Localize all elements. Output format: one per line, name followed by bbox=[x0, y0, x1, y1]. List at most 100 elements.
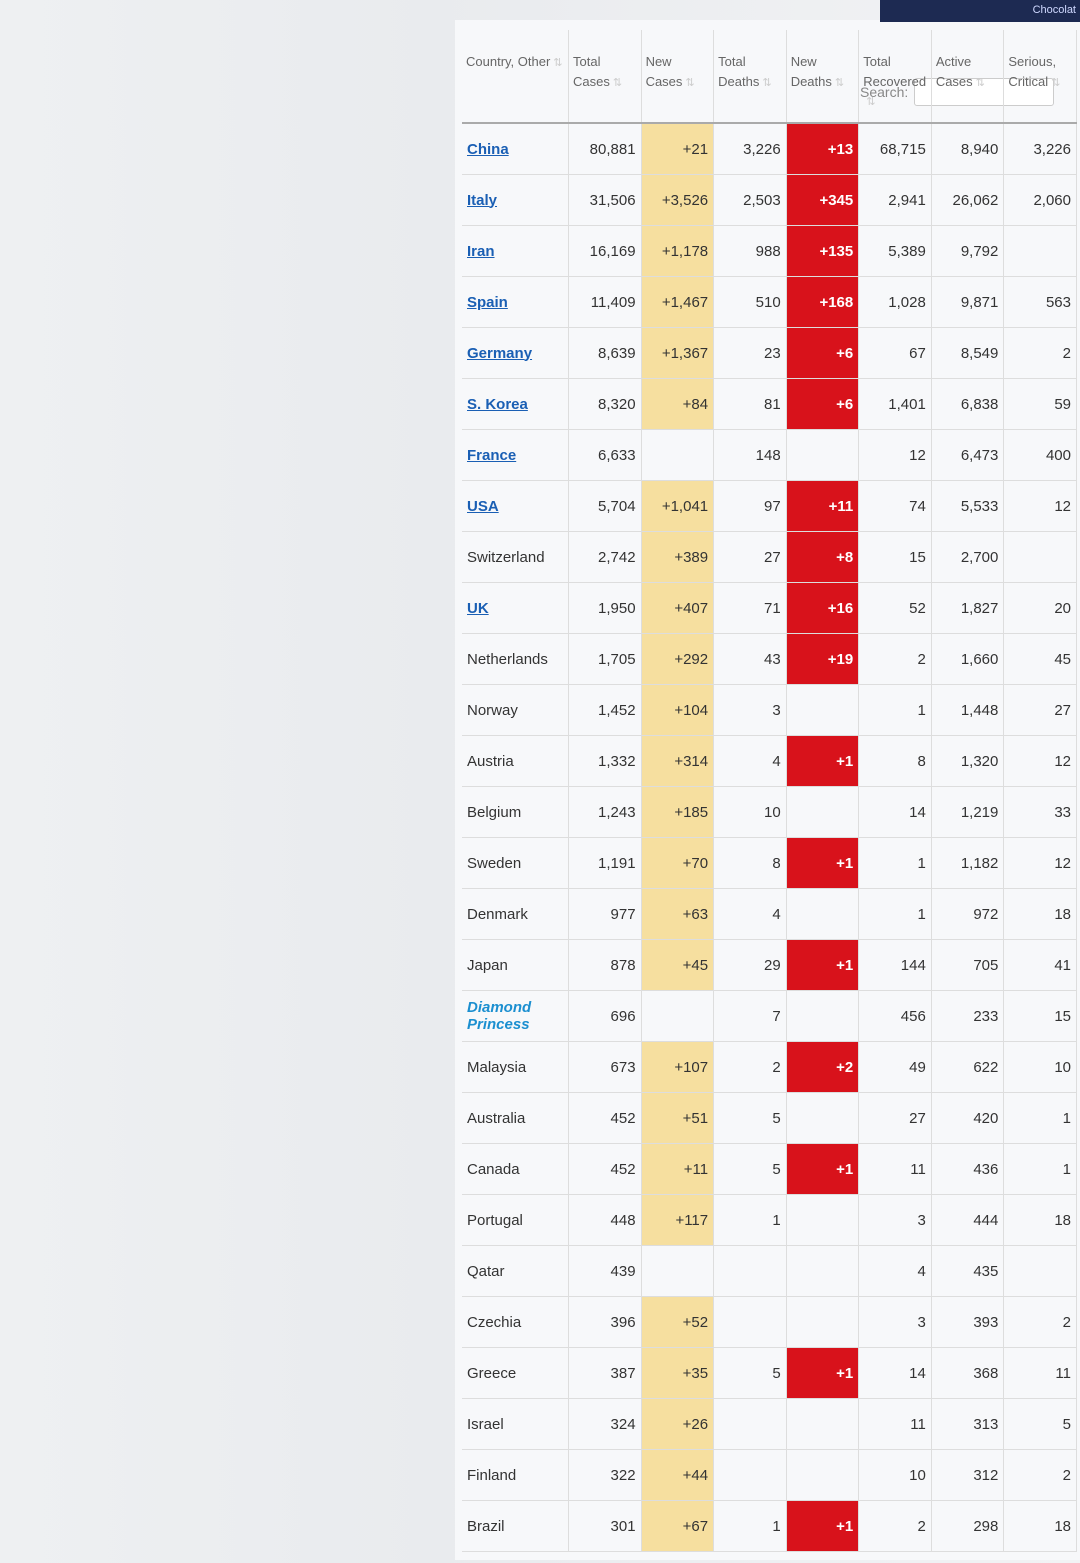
country-link[interactable]: S. Korea bbox=[467, 395, 528, 413]
cell-total-cases: 5,704 bbox=[568, 480, 642, 532]
cell-serious-critical: 11 bbox=[1003, 1347, 1077, 1399]
cell-active-cases: 368 bbox=[931, 1347, 1005, 1399]
country-link[interactable]: Diamond Princess bbox=[467, 999, 532, 1033]
column-header-country[interactable]: Country, Other ⇅ bbox=[462, 30, 569, 124]
table-row: Iran 16,169 +1,178 988 +135 5,389 9,792 bbox=[462, 225, 1077, 277]
country-link[interactable]: Iran bbox=[467, 242, 495, 260]
cell-new-cases: +3,526 bbox=[641, 174, 715, 226]
country-name: Denmark bbox=[467, 905, 528, 923]
column-header-new-cases[interactable]: New Cases ⇅ bbox=[641, 30, 715, 124]
cell-total-deaths: 5 bbox=[713, 1347, 787, 1399]
country-link[interactable]: Italy bbox=[467, 191, 498, 209]
cell-new-cases: +117 bbox=[641, 1194, 715, 1246]
table-row: USA 5,704 +1,041 97 +11 74 5,533 12 bbox=[462, 480, 1077, 532]
cell-active-cases: 1,182 bbox=[931, 837, 1005, 889]
cell-total-recovered: 11 bbox=[858, 1398, 932, 1450]
cell-serious-critical: 12 bbox=[1003, 480, 1077, 532]
sort-icon[interactable]: ⇅ bbox=[685, 76, 695, 89]
cell-active-cases: 8,940 bbox=[931, 123, 1005, 175]
column-header-label: Active Cases bbox=[935, 54, 973, 89]
cell-serious-critical: 18 bbox=[1003, 888, 1077, 940]
table-row: Czechia 396 +52 3 393 2 bbox=[462, 1296, 1077, 1348]
column-header-label: Total Deaths bbox=[718, 54, 760, 89]
column-header-label: Total Recovered bbox=[863, 54, 927, 89]
cell-new-cases: +11 bbox=[641, 1143, 715, 1195]
cell-country: UK bbox=[462, 582, 569, 634]
cell-total-recovered: 2 bbox=[858, 633, 932, 685]
cell-new-cases: +1,041 bbox=[641, 480, 715, 532]
country-link[interactable]: China bbox=[467, 140, 509, 158]
column-header-total-cases[interactable]: Total Cases ⇅ bbox=[568, 30, 642, 124]
cell-active-cases: 435 bbox=[931, 1245, 1005, 1297]
cell-new-deaths: +1 bbox=[786, 939, 860, 991]
cell-country: Diamond Princess bbox=[462, 990, 569, 1042]
cell-new-deaths bbox=[786, 1092, 860, 1144]
cell-active-cases: 972 bbox=[931, 888, 1005, 940]
country-name: Sweden bbox=[467, 854, 522, 872]
country-link[interactable]: USA bbox=[467, 497, 499, 515]
cell-serious-critical: 2 bbox=[1003, 1296, 1077, 1348]
cell-active-cases: 393 bbox=[931, 1296, 1005, 1348]
cell-new-deaths bbox=[786, 1245, 860, 1297]
cell-country: Germany bbox=[462, 327, 569, 379]
cell-country: Japan bbox=[462, 939, 569, 991]
cell-new-deaths: +6 bbox=[786, 378, 860, 430]
sort-icon[interactable]: ⇅ bbox=[834, 76, 845, 89]
cell-total-deaths: 5 bbox=[713, 1143, 787, 1195]
cell-active-cases: 9,792 bbox=[931, 225, 1005, 277]
cell-total-recovered: 10 bbox=[858, 1449, 932, 1501]
table-row: France 6,633 148 12 6,473 400 bbox=[462, 429, 1077, 481]
cell-serious-critical: 18 bbox=[1003, 1194, 1077, 1246]
sort-icon[interactable]: ⇅ bbox=[612, 76, 623, 89]
table-row: Austria 1,332 +314 4 +1 8 1,320 12 bbox=[462, 735, 1077, 787]
column-header-total-recovered[interactable]: Total Recovered ⇅ bbox=[858, 30, 932, 124]
cell-total-cases: 324 bbox=[568, 1398, 642, 1450]
column-header-total-deaths[interactable]: Total Deaths ⇅ bbox=[713, 30, 787, 124]
column-header-serious-critical[interactable]: Serious, Critical ⇅ bbox=[1003, 30, 1077, 124]
cell-total-recovered: 4 bbox=[858, 1245, 932, 1297]
country-name: Czechia bbox=[467, 1313, 522, 1331]
sort-icon[interactable]: ⇅ bbox=[975, 76, 985, 89]
cell-total-cases: 387 bbox=[568, 1347, 642, 1399]
cell-country: Netherlands bbox=[462, 633, 569, 685]
column-header-new-deaths[interactable]: New Deaths ⇅ bbox=[786, 30, 860, 124]
country-link[interactable]: Germany bbox=[467, 344, 533, 362]
cell-total-recovered: 14 bbox=[858, 1347, 932, 1399]
country-name: Canada bbox=[467, 1160, 520, 1178]
cell-total-recovered: 5,389 bbox=[858, 225, 932, 277]
cell-serious-critical: 1 bbox=[1003, 1143, 1077, 1195]
cell-serious-critical: 59 bbox=[1003, 378, 1077, 430]
cell-new-cases: +45 bbox=[641, 939, 715, 991]
cell-serious-critical: 33 bbox=[1003, 786, 1077, 838]
cell-new-cases: +107 bbox=[641, 1041, 715, 1093]
country-link[interactable]: France bbox=[467, 446, 517, 464]
cell-country: Portugal bbox=[462, 1194, 569, 1246]
cell-serious-critical: 2 bbox=[1003, 1449, 1077, 1501]
column-header-active-cases[interactable]: Active Cases ⇅ bbox=[931, 30, 1005, 124]
sort-icon[interactable]: ⇅ bbox=[866, 96, 876, 108]
table-row: Portugal 448 +117 1 3 444 18 bbox=[462, 1194, 1077, 1246]
cell-serious-critical: 18 bbox=[1003, 1500, 1077, 1552]
cell-new-cases bbox=[641, 990, 715, 1042]
table-row: Qatar 439 4 435 bbox=[462, 1245, 1077, 1297]
cell-total-deaths: 27 bbox=[713, 531, 787, 583]
cell-total-recovered: 14 bbox=[858, 786, 932, 838]
sort-icon[interactable]: ⇅ bbox=[762, 76, 772, 89]
cell-total-recovered: 74 bbox=[858, 480, 932, 532]
cell-new-deaths bbox=[786, 1449, 860, 1501]
country-link[interactable]: UK bbox=[467, 599, 489, 617]
country-link[interactable]: Spain bbox=[467, 293, 508, 311]
column-header-label: Total Cases bbox=[573, 54, 610, 89]
cell-country: USA bbox=[462, 480, 569, 532]
browser-tab[interactable]: Chocolat bbox=[1032, 4, 1076, 16]
cell-total-deaths: 43 bbox=[713, 633, 787, 685]
cell-total-deaths: 988 bbox=[713, 225, 787, 277]
table-row: Japan 878 +45 29 +1 144 705 41 bbox=[462, 939, 1077, 991]
cell-country: Malaysia bbox=[462, 1041, 569, 1093]
cell-active-cases: 6,473 bbox=[931, 429, 1005, 481]
sort-icon[interactable]: ⇅ bbox=[553, 57, 563, 69]
cell-country: Greece bbox=[462, 1347, 569, 1399]
sort-icon[interactable]: ⇅ bbox=[1051, 76, 1061, 89]
cell-new-cases: +292 bbox=[641, 633, 715, 685]
table-row: Malaysia 673 +107 2 +2 49 622 10 bbox=[462, 1041, 1077, 1093]
